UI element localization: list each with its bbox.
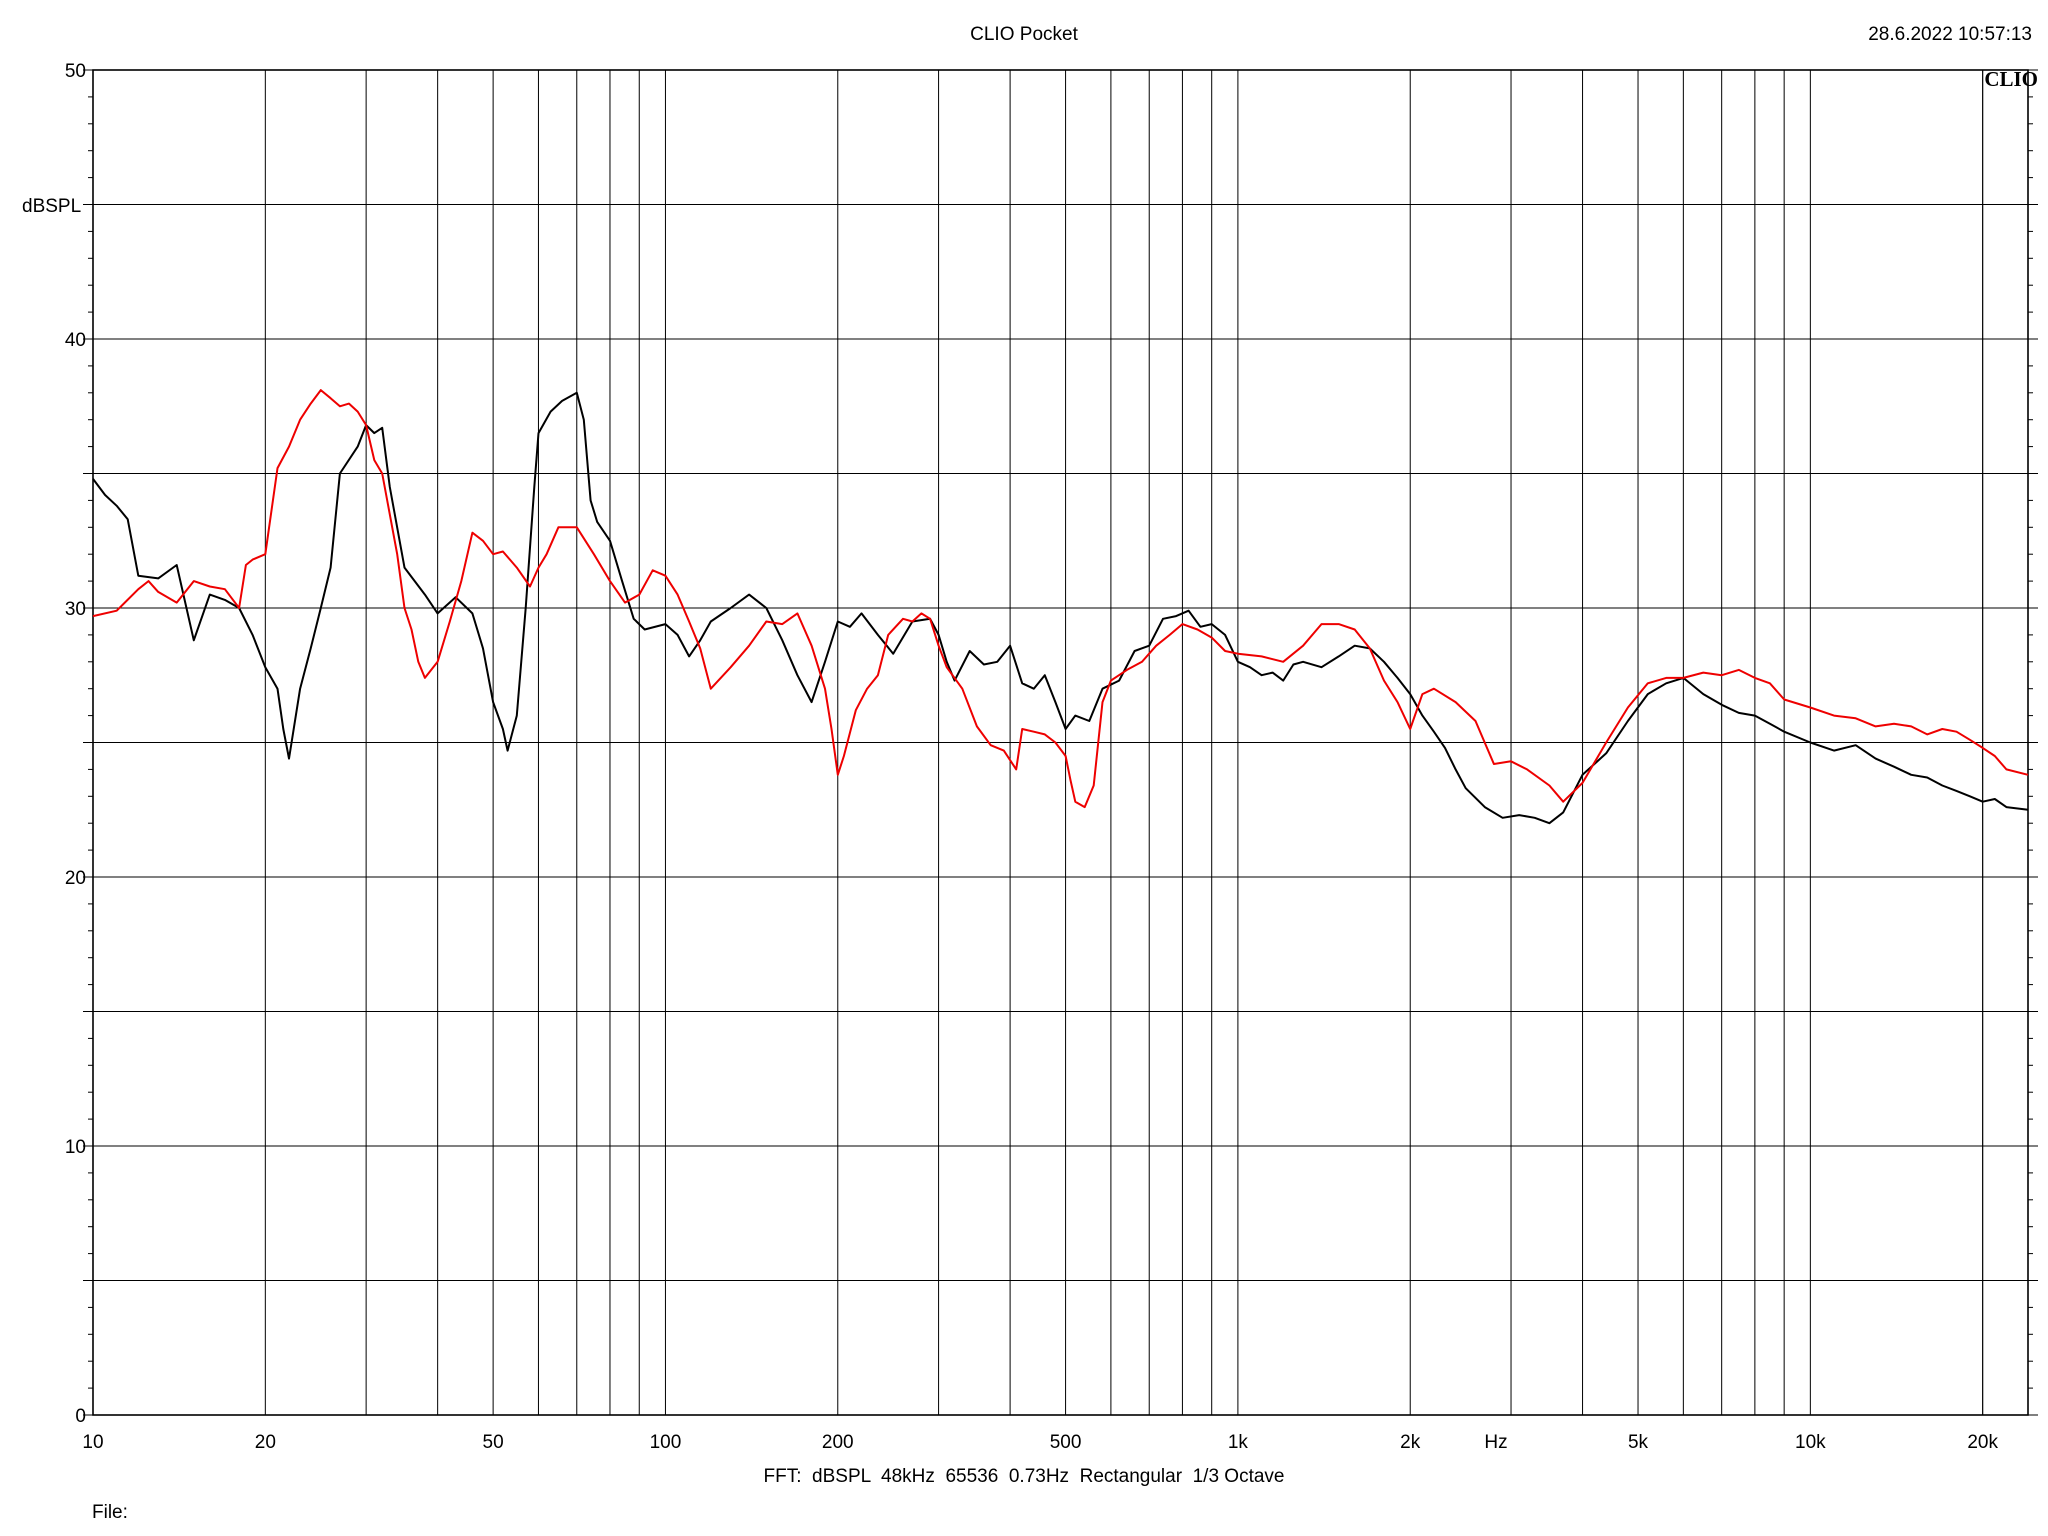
x-tick-label: 20k [1967,1432,1998,1453]
y-tick-label: 30 [65,599,86,620]
x-tick-label: 5k [1628,1432,1649,1453]
x-axis-unit: Hz [1484,1432,1507,1453]
grid [83,69,2038,1416]
x-tick-label: 500 [1050,1432,1082,1453]
x-tick-label: 1k [1228,1432,1249,1453]
y-tick-label: 0 [75,1406,86,1427]
x-tick-label: 100 [650,1432,682,1453]
file-label: File: [92,1502,128,1523]
series-line-1 [92,391,2029,825]
y-axis-label: dBSPL [22,196,81,217]
x-tick-label: 10 [82,1432,103,1453]
x-tick-label: 200 [822,1432,854,1453]
y-tick-label: 10 [65,1137,86,1158]
y-tick-label: 40 [65,330,86,351]
series-layer [92,389,2029,825]
x-tick-label: 50 [483,1432,504,1453]
series-line-2 [92,389,2029,809]
fft-info: FFT: dBSPL 48kHz 65536 0.73Hz Rectangula… [763,1466,1285,1487]
clio-logo: CLIO [1984,67,2038,91]
timestamp: 28.6.2022 10:57:13 [1868,24,2032,45]
tick-labels: 10 20 50 100 200 500 1k 2k 5k 10k 20k 0 10 20 30 40 50 [65,61,1999,1453]
x-tick-label: 20 [255,1432,276,1453]
y-tick-label: 50 [65,61,86,82]
chart-title: CLIO Pocket [970,24,1078,45]
x-tick-label: 2k [1400,1432,1421,1453]
y-tick-label: 20 [65,868,86,889]
x-tick-label: 10k [1795,1432,1826,1453]
